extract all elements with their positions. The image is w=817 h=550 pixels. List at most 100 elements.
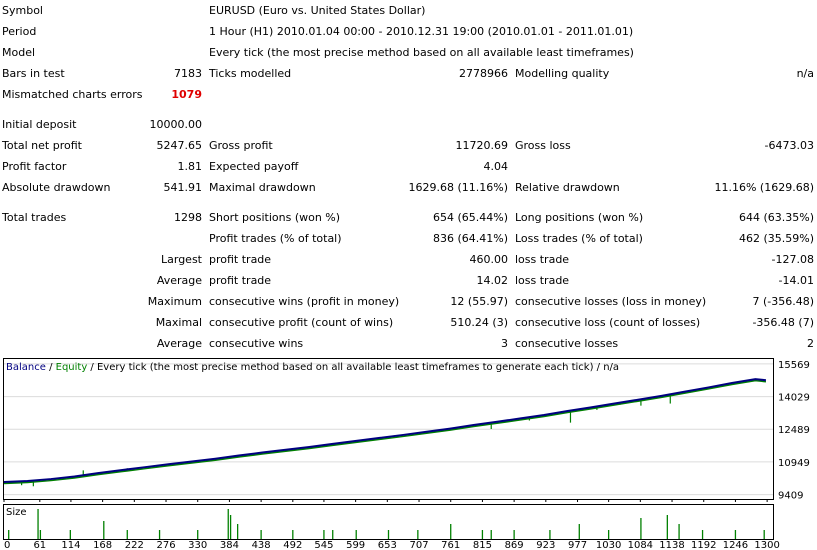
header-balance: Balance	[6, 362, 46, 373]
row-period: Period 1 Hour (H1) 2010.01.04 00:00 - 20…	[0, 21, 817, 42]
absdd-value: 541.91	[163, 181, 203, 194]
x-tick-label: 114	[61, 540, 80, 550]
largest-loss-label: loss trade	[515, 253, 570, 266]
period-value: 1 Hour (H1) 2010.01.04 00:00 - 2010.12.3…	[209, 25, 634, 38]
y-tick-labels: 15569 14029 12489 10949 9409	[778, 360, 810, 502]
maxloss-label: consecutive loss (count of losses)	[515, 316, 701, 329]
y-tick-label: 9409	[778, 491, 803, 502]
row-symbol: Symbol EURUSD (Euro vs. United States Do…	[0, 0, 817, 21]
x-tick-label: 1030	[596, 540, 621, 550]
largest-label: Largest	[161, 253, 202, 266]
model-label: Model	[2, 46, 36, 59]
y-tick-label: 15569	[778, 360, 810, 371]
balance-layer	[3, 378, 767, 484]
maximum-label: Maximum	[147, 295, 202, 308]
deposit-label: Initial deposit	[2, 118, 77, 131]
x-tick-label: 1084	[628, 540, 653, 550]
x-tick-label: 1246	[723, 540, 748, 550]
grossloss-value: -6473.03	[764, 139, 814, 152]
chart-header: Balance / Equity / Every tick (the most …	[6, 362, 619, 373]
avglosses-value: 2	[807, 337, 814, 350]
x-tick-label: 1138	[659, 540, 684, 550]
ticks-label: Ticks modelled	[209, 67, 292, 80]
maxdd-label: Maximal drawdown	[209, 181, 316, 194]
x-tick-label: 384	[220, 540, 239, 550]
grid-layer	[3, 363, 773, 502]
netprofit-label: Total net profit	[2, 139, 82, 152]
average-loss-label: loss trade	[515, 274, 570, 287]
maxlosses-label: consecutive losses (loss in money)	[515, 295, 707, 308]
average-profit-label: profit trade	[209, 274, 272, 287]
x-tick-label: 923	[536, 540, 555, 550]
quality-label: Modelling quality	[515, 67, 610, 80]
maxloss-value: -356.48 (7)	[752, 316, 814, 329]
payoff-value: 4.04	[483, 160, 509, 173]
payoff-label: Expected payoff	[209, 160, 299, 173]
y-tick-label: 12489	[778, 425, 810, 436]
model-value: Every tick (the most precise method base…	[209, 46, 634, 59]
mismatch-value: 1079	[171, 88, 202, 101]
grossprofit-value: 11720.69	[455, 139, 509, 152]
period-label: Period	[2, 25, 37, 38]
largest-profit-label: profit trade	[209, 253, 272, 266]
x-tick-label: 1300	[754, 540, 779, 550]
x-tick-label: 761	[441, 540, 460, 550]
maximal-label: Maximal	[155, 316, 202, 329]
row-profittrades: Profit trades (% of total) 836 (64.41%) …	[0, 228, 817, 249]
long-label: Long positions (won %)	[515, 211, 644, 224]
x-tick-label: 977	[568, 540, 587, 550]
short-label: Short positions (won %)	[209, 211, 341, 224]
netprofit-value: 5247.65	[156, 139, 203, 152]
x-tick-label: 545	[314, 540, 333, 550]
row-drawdown: Absolute drawdown 541.91 Maximal drawdow…	[0, 177, 817, 198]
maxdd-value: 1629.68 (11.16%)	[408, 181, 508, 194]
largest-loss-value: -127.08	[771, 253, 814, 266]
row-average-consecutive: Average consecutive wins 3 consecutive l…	[0, 333, 817, 354]
average-profit-value: 14.02	[476, 274, 509, 287]
x-tick-label: 0	[4, 540, 10, 550]
header-rest: / Every tick (the most precise method ba…	[87, 362, 619, 373]
row-average: Average profit trade 14.02 loss trade -1…	[0, 270, 817, 291]
x-tick-label: 707	[409, 540, 428, 550]
x-tick-label: 276	[156, 540, 175, 550]
reldd-value: 11.16% (1629.68)	[714, 181, 814, 194]
row-bars: Bars in test 7183 Ticks modelled 2778966…	[0, 63, 817, 84]
y-tick-label: 14029	[778, 393, 810, 404]
row-pf: Profit factor 1.81 Expected payoff 4.04	[0, 156, 817, 177]
x-tick-label: 222	[125, 540, 144, 550]
x-tick-label: 869	[505, 540, 524, 550]
average-label: Average	[156, 274, 202, 287]
pf-label: Profit factor	[2, 160, 67, 173]
reldd-label: Relative drawdown	[515, 181, 620, 194]
x-tick-label: 438	[252, 540, 271, 550]
size-label: Size	[6, 507, 27, 518]
bars-label: Bars in test	[2, 67, 65, 80]
bars-value: 7183	[174, 67, 202, 80]
long-value: 644 (63.35%)	[738, 211, 814, 224]
header-equity: Equity	[56, 362, 88, 373]
x-tick-label: 815	[473, 540, 492, 550]
row-trades: Total trades 1298 Short positions (won %…	[0, 207, 817, 228]
quality-value: n/a	[796, 67, 814, 80]
grossprofit-label: Gross profit	[209, 139, 273, 152]
absdd-label: Absolute drawdown	[2, 181, 111, 194]
x-tick-label: 61	[33, 540, 46, 550]
profittrades-value: 836 (64.41%)	[432, 232, 508, 245]
grossloss-label: Gross loss	[515, 139, 571, 152]
row-model: Model Every tick (the most precise metho…	[0, 42, 817, 63]
x-tick-label: 168	[93, 540, 112, 550]
average2-label: Average	[156, 337, 202, 350]
largest-profit-value: 460.00	[469, 253, 509, 266]
deposit-value: 10000.00	[149, 118, 203, 131]
x-tick-label: 653	[378, 540, 397, 550]
x-tick-label: 492	[283, 540, 302, 550]
losstrades-label: Loss trades (% of total)	[515, 232, 643, 245]
maxprofit-value: 510.24 (3)	[450, 316, 508, 329]
trades-label: Total trades	[2, 211, 67, 224]
chart-svg: 15569 14029 12489 10949 9409 0 61 114 168 222 276…	[3, 358, 810, 550]
avgwins-label: consecutive wins	[209, 337, 304, 350]
maxlosses-value: 7 (-356.48)	[752, 295, 814, 308]
average-loss-value: -14.01	[778, 274, 814, 287]
avglosses-label: consecutive losses	[515, 337, 619, 350]
row-maximum: Maximum consecutive wins (profit in mone…	[0, 291, 817, 312]
